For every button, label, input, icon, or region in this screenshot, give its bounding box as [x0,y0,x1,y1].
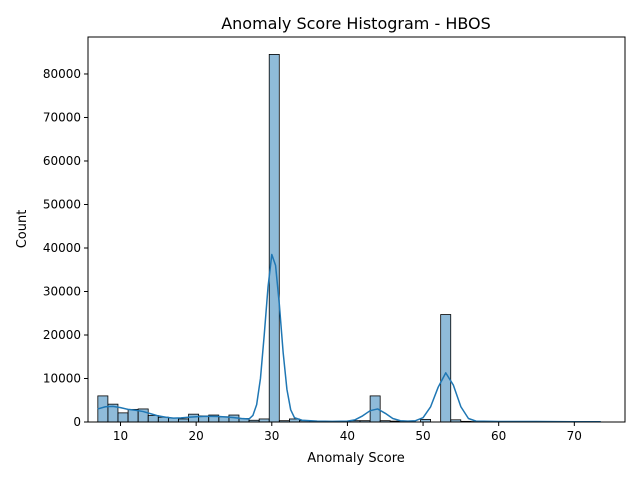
plot-area-frame [87,36,626,423]
histogram-bar [268,54,280,423]
y-tick-label: 20000 [43,328,81,342]
kde-curve [97,253,601,423]
y-tick-label: 30000 [43,284,81,298]
histogram-bar [127,408,139,423]
x-tick-label: 70 [567,429,582,443]
y-tick-label: 50000 [43,197,81,211]
bars-layer [97,54,600,423]
y-tick-label: 0 [73,415,81,429]
histogram-bar [188,413,200,423]
x-axis-ticks: 10 20 30 40 50 60 70 [113,422,582,443]
y-tick-label: 60000 [43,154,81,168]
y-tick-label: 70000 [43,110,81,124]
histogram-bar [147,415,159,423]
x-tick-label: 10 [113,429,128,443]
y-tick-label: 80000 [43,67,81,81]
y-axis-ticks: 0 10000 20000 30000 40000 50000 60000 70000 8000… [43,67,88,429]
histogram-bar [440,314,452,423]
y-tick-label: 40000 [43,241,81,255]
x-axis-label: Anomaly Score [307,451,405,466]
x-tick-label: 50 [415,429,430,443]
x-tick-label: 30 [264,429,279,443]
chart-title: Anomaly Score Histogram - HBOS [221,14,491,33]
histogram-bar [117,412,129,423]
y-tick-label: 10000 [43,371,81,385]
kde-layer [97,253,601,423]
x-tick-label: 40 [340,429,355,443]
x-tick-label: 20 [189,429,204,443]
x-tick-label: 60 [491,429,506,443]
y-axis-label: Count [15,210,30,249]
